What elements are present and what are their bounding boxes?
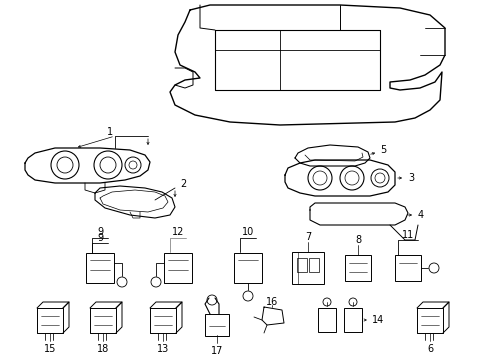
Bar: [296, 258, 306, 272]
Bar: [163, 253, 192, 283]
Text: 18: 18: [97, 344, 109, 354]
Bar: [204, 314, 228, 336]
Bar: [345, 255, 370, 281]
Text: 10: 10: [242, 227, 254, 237]
Text: 14: 14: [371, 315, 384, 325]
Text: 1: 1: [107, 127, 113, 137]
Text: 2: 2: [180, 179, 186, 189]
Bar: [308, 258, 318, 272]
Text: 16: 16: [265, 297, 278, 307]
Text: 17: 17: [210, 346, 223, 356]
Text: 11: 11: [401, 230, 413, 240]
Bar: [343, 308, 361, 332]
Text: 9: 9: [97, 233, 103, 243]
Text: 7: 7: [304, 232, 310, 242]
Text: 9: 9: [97, 227, 103, 237]
Bar: [394, 255, 420, 281]
Text: 5: 5: [379, 145, 386, 155]
Bar: [234, 253, 262, 283]
Text: 8: 8: [354, 235, 360, 245]
Bar: [86, 253, 114, 283]
Text: 3: 3: [407, 173, 413, 183]
Text: 4: 4: [417, 210, 423, 220]
Text: 6: 6: [426, 344, 432, 354]
Text: 15: 15: [44, 344, 56, 354]
Bar: [317, 308, 335, 332]
Bar: [291, 252, 324, 284]
Text: 13: 13: [157, 344, 169, 354]
Text: 12: 12: [171, 227, 184, 237]
